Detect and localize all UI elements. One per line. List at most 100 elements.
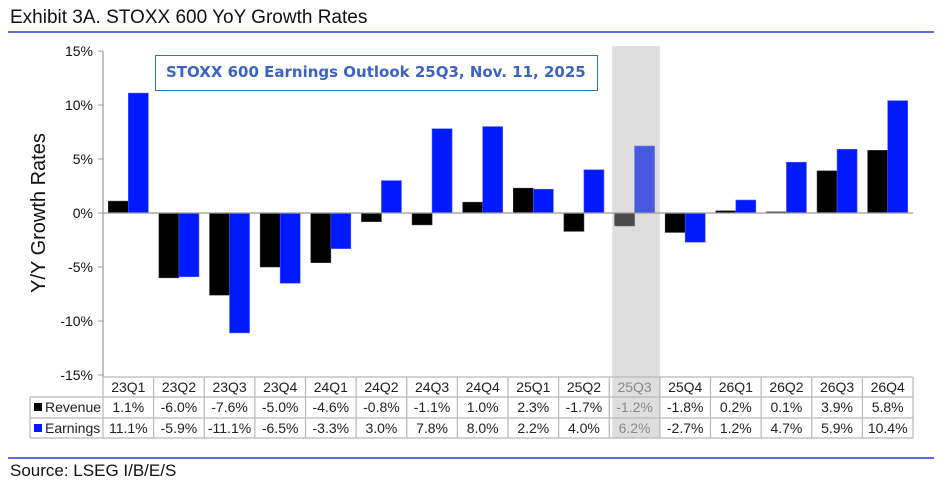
y-tick-label: -10% — [60, 313, 93, 329]
bar-revenue-25Q2 — [563, 212, 585, 232]
data-label-earnings: 2.2% — [517, 420, 549, 436]
data-label-earnings: -2.7% — [667, 420, 704, 436]
bar-earnings-23Q3 — [229, 212, 250, 334]
x-tick-label: 24Q4 — [466, 379, 500, 395]
x-tick-label: 26Q1 — [719, 379, 753, 395]
bar-earnings-23Q4 — [279, 212, 301, 284]
data-label-earnings: -6.5% — [262, 420, 299, 436]
x-tick-label: 25Q2 — [567, 379, 601, 395]
data-label-revenue: -6.0% — [161, 399, 198, 415]
bottom-rule — [8, 457, 934, 459]
x-tick-label: 24Q2 — [364, 379, 398, 395]
x-tick-label: 24Q3 — [415, 379, 449, 395]
bar-revenue-23Q3 — [209, 212, 230, 296]
bar-revenue-23Q1 — [108, 200, 129, 214]
bars-layer — [108, 92, 908, 334]
data-label-revenue: 2.3% — [517, 399, 549, 415]
data-label-revenue: 1.1% — [112, 399, 144, 415]
data-label-revenue: 1.0% — [467, 399, 499, 415]
data-label-revenue: -7.6% — [211, 399, 248, 415]
y-tick-label: 5% — [73, 151, 93, 167]
bar-revenue-23Q4 — [259, 212, 281, 268]
x-tick-label: 24Q1 — [314, 379, 348, 395]
data-label-revenue: -1.8% — [667, 399, 704, 415]
legend-label-earnings: Earnings — [45, 420, 100, 436]
x-tick-label: 23Q2 — [162, 379, 196, 395]
bar-revenue-26Q3 — [816, 170, 838, 214]
data-label-earnings: 4.0% — [568, 420, 600, 436]
bar-earnings-26Q2 — [786, 161, 807, 214]
bar-earnings-26Q3 — [836, 148, 858, 214]
x-tick-label: 23Q1 — [111, 379, 145, 395]
x-tick-label: 25Q4 — [668, 379, 702, 395]
data-label-earnings: -11.1% — [208, 420, 251, 436]
y-axis-label: Y/Y Growth Rates — [28, 133, 50, 293]
bar-earnings-25Q1 — [533, 188, 554, 214]
data-label-revenue: -1.2% — [616, 399, 653, 415]
annotation-text: STOXX 600 Earnings Outlook 25Q3, Nov. 11… — [166, 63, 586, 81]
data-label-revenue: -4.6% — [313, 399, 350, 415]
bar-revenue-25Q4 — [664, 212, 686, 233]
data-label-earnings: -5.9% — [161, 420, 198, 436]
data-label-revenue: -0.8% — [363, 399, 400, 415]
data-label-revenue: 0.1% — [770, 399, 802, 415]
x-tick-label: 23Q4 — [263, 379, 297, 395]
x-tick-label: 25Q3 — [617, 379, 651, 395]
y-tick-label: 0% — [73, 205, 93, 221]
bar-earnings-24Q3 — [431, 128, 453, 214]
data-label-earnings: 11.1% — [109, 420, 148, 436]
bar-revenue-24Q3 — [411, 212, 433, 226]
x-tick-label: 26Q3 — [820, 379, 854, 395]
bar-revenue-26Q4 — [867, 150, 888, 214]
y-tick-label: -15% — [60, 367, 93, 383]
x-tick-label: 26Q2 — [769, 379, 803, 395]
data-label-revenue: 5.8% — [872, 399, 904, 415]
data-label-revenue: -1.7% — [566, 399, 603, 415]
data-table: 23Q1 23Q2 23Q3 23Q4 24Q1 24Q2 24Q3 24Q4 25Q1 25Q2… — [29, 376, 914, 439]
bar-earnings-23Q2 — [178, 212, 200, 278]
bar-earnings-24Q4 — [482, 126, 503, 214]
data-label-earnings: 3.0% — [365, 420, 397, 436]
y-tick-label: 15% — [65, 43, 93, 59]
bar-revenue-25Q3 — [614, 212, 635, 227]
bar-revenue-25Q1 — [513, 187, 534, 214]
annotation-box: STOXX 600 Earnings Outlook 25Q3, Nov. 11… — [155, 55, 598, 91]
y-tick-label: -5% — [68, 259, 93, 275]
data-label-earnings: 1.2% — [720, 420, 752, 436]
data-label-earnings: 8.0% — [467, 420, 499, 436]
bar-earnings-26Q4 — [887, 100, 908, 214]
bar-revenue-23Q2 — [158, 212, 180, 279]
bar-revenue-24Q2 — [361, 212, 382, 222]
data-label-earnings: 4.7% — [770, 420, 802, 436]
bar-earnings-25Q4 — [684, 212, 706, 243]
data-label-revenue: -5.0% — [262, 399, 299, 415]
x-tick-label: 26Q4 — [871, 379, 905, 395]
exhibit-title: Exhibit 3A. STOXX 600 YoY Growth Rates — [10, 7, 368, 28]
bar-earnings-23Q1 — [128, 92, 149, 214]
legend-swatch-earnings — [34, 424, 42, 432]
source-note: Source: LSEG I/B/E/S — [10, 461, 177, 480]
bar-earnings-26Q1 — [735, 199, 757, 214]
bar-earnings-25Q3 — [634, 145, 655, 214]
data-label-revenue: -1.1% — [414, 399, 451, 415]
bar-revenue-24Q1 — [310, 212, 332, 263]
bar-earnings-25Q2 — [583, 169, 605, 214]
legend-label-revenue: Revenue — [45, 399, 101, 415]
highlight-band-25Q3 — [612, 46, 660, 438]
highlight-band-layer — [612, 46, 660, 438]
data-label-earnings: 5.9% — [821, 420, 853, 436]
bar-revenue-24Q4 — [462, 201, 483, 214]
data-label-revenue: 3.9% — [821, 399, 853, 415]
y-tick-label: 10% — [65, 97, 93, 113]
data-label-earnings: -3.3% — [313, 420, 350, 436]
bar-earnings-24Q1 — [330, 212, 352, 249]
data-label-earnings: 6.2% — [619, 420, 651, 436]
x-tick-label: 25Q1 — [516, 379, 550, 395]
x-tick-label: 23Q3 — [212, 379, 246, 395]
axis-layer: 15% 10% 5% 0% -5% -10% -15% — [60, 43, 913, 383]
legend-swatch-revenue — [34, 403, 42, 411]
bar-earnings-24Q2 — [381, 180, 402, 214]
top-rule — [8, 31, 934, 33]
data-label-earnings: 7.8% — [416, 420, 448, 436]
data-label-revenue: 0.2% — [720, 399, 752, 415]
